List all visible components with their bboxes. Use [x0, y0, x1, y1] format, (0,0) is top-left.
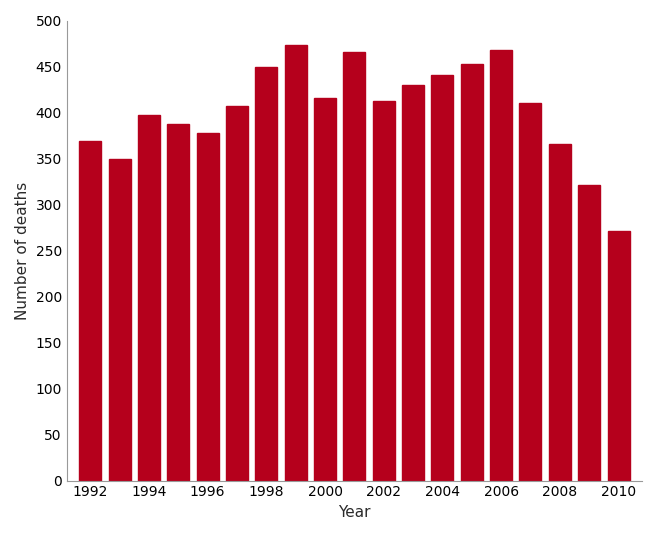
Bar	[549, 144, 571, 480]
Bar	[256, 67, 277, 480]
Bar	[314, 98, 336, 480]
Bar	[520, 103, 541, 480]
Bar	[344, 52, 365, 480]
Y-axis label: Number of deaths: Number of deaths	[15, 181, 30, 320]
Bar	[196, 133, 219, 480]
Bar	[373, 102, 395, 480]
Bar	[402, 85, 424, 480]
Bar	[108, 158, 131, 480]
Bar	[490, 50, 512, 480]
Bar	[432, 75, 453, 480]
X-axis label: Year: Year	[338, 505, 371, 520]
Bar	[578, 185, 600, 480]
Bar	[168, 124, 189, 480]
Bar	[461, 64, 483, 480]
Bar	[226, 106, 248, 480]
Bar	[79, 141, 101, 480]
Bar	[138, 115, 160, 480]
Bar	[608, 231, 629, 480]
Bar	[284, 45, 307, 480]
